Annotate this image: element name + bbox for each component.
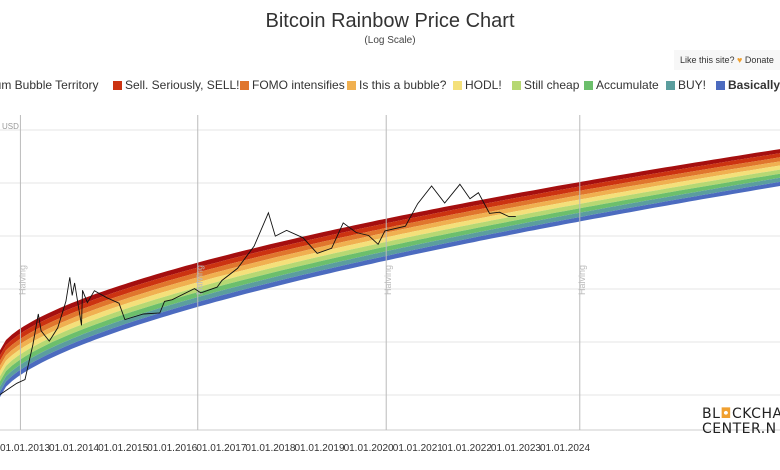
x-tick-label: 01.01.2020	[344, 443, 394, 454]
chart-title: Bitcoin Rainbow Price Chart	[265, 10, 515, 32]
x-tick-label: 01.01.2016	[147, 443, 197, 454]
legend-swatch	[347, 80, 356, 90]
x-axis-ticks: 01.01.2013 01.01.2014 01.01.2015 01.01.2016…	[0, 443, 590, 454]
donate-prefix: Like this site?	[680, 55, 735, 65]
price-line	[0, 183, 516, 396]
x-tick-label: 01.01.2023	[491, 443, 541, 454]
y-axis-unit-label: USD	[2, 122, 19, 131]
halving-label: Halving	[577, 265, 587, 295]
legend-label: Still cheap	[524, 78, 580, 92]
legend-label: HODL!	[465, 78, 502, 92]
x-tick-label: 01.01.2024	[540, 443, 590, 454]
legend-item[interactable]: Is this a bubble?	[347, 78, 446, 92]
x-tick-label: 01.01.2021	[393, 443, 443, 454]
legend-swatch	[240, 80, 249, 90]
legend-label: FOMO intensifies	[252, 78, 345, 92]
legend-swatch	[512, 80, 521, 90]
legend-item[interactable]: Basically a	[716, 78, 780, 92]
legend-swatch	[666, 80, 675, 90]
halving-lines: Halving Halving Halving Halving	[17, 115, 587, 430]
legend-label: Sell. Seriously, SELL!	[125, 78, 240, 92]
legend-item[interactable]: HODL!	[453, 78, 502, 92]
donate-widget[interactable]: Like this site? ♥ Donate	[674, 50, 780, 70]
halving-label: Halving	[383, 265, 393, 295]
legend-swatch	[453, 80, 462, 90]
x-tick-label: 01.01.2019	[295, 443, 345, 454]
legend-label: BUY!	[678, 78, 707, 92]
heart-icon: ♥	[737, 55, 743, 65]
legend-label: num Bubble Territory	[0, 78, 99, 92]
chart-subtitle: (Log Scale)	[364, 35, 416, 46]
chart-legend: num Bubble Territory Sell. Seriously, SEL…	[0, 78, 780, 96]
brand-logo: BL◘CKCHA CENTER.N	[702, 406, 780, 437]
legend-item[interactable]: Accumulate	[584, 78, 659, 92]
x-tick-label: 01.01.2014	[49, 443, 99, 454]
legend-swatch	[716, 80, 725, 90]
legend-item[interactable]: Still cheap	[512, 78, 579, 92]
legend-swatch	[113, 80, 122, 90]
legend-label: Basically a	[728, 78, 780, 92]
legend-label: Is this a bubble?	[359, 78, 447, 92]
legend-item[interactable]: Sell. Seriously, SELL!	[113, 78, 240, 92]
legend-item[interactable]: BUY!	[666, 78, 706, 92]
x-tick-label: 01.01.2017	[196, 443, 246, 454]
halving-label: Halving	[17, 265, 27, 295]
x-tick-label: 01.01.2015	[98, 443, 148, 454]
legend-item[interactable]: num Bubble Territory	[0, 78, 99, 92]
legend-label: Accumulate	[596, 78, 659, 92]
donate-link[interactable]: Donate	[744, 55, 774, 65]
logo-o-icon: ◘	[720, 406, 732, 422]
x-tick-label: 01.01.2022	[442, 443, 492, 454]
legend-swatch	[584, 80, 593, 90]
x-tick-label: 01.01.2013	[0, 443, 50, 454]
halving-label: Halving	[195, 265, 205, 295]
x-tick-label: 01.01.2018	[245, 443, 295, 454]
legend-item[interactable]: FOMO intensifies	[240, 78, 345, 92]
